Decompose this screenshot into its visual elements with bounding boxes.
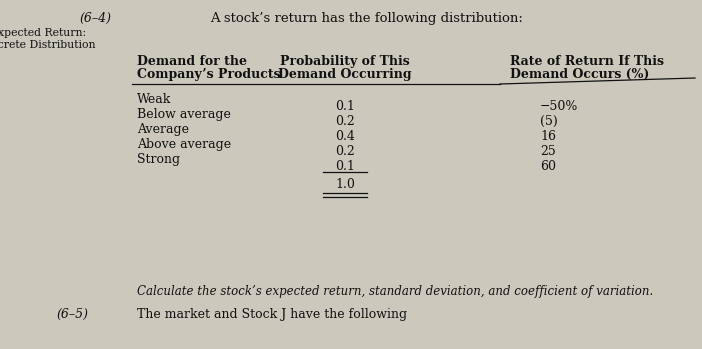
Text: Company’s Products: Company’s Products: [137, 68, 281, 81]
Text: 16: 16: [540, 130, 556, 143]
Text: Below average: Below average: [137, 108, 231, 121]
Text: 0.2: 0.2: [335, 145, 355, 158]
Text: 0.1: 0.1: [335, 160, 355, 173]
Text: 1.0: 1.0: [335, 178, 355, 191]
Text: Expected Return:: Expected Return:: [0, 28, 86, 38]
Text: Calculate the stock’s expected return, standard deviation, and coefficient of va: Calculate the stock’s expected return, s…: [137, 285, 654, 298]
Text: 60: 60: [540, 160, 556, 173]
Text: 0.2: 0.2: [335, 115, 355, 128]
Text: Probability of This: Probability of This: [280, 55, 410, 68]
Text: (6–5): (6–5): [56, 308, 88, 321]
Text: 25: 25: [540, 145, 556, 158]
Text: 0.4: 0.4: [335, 130, 355, 143]
Text: Above average: Above average: [137, 138, 231, 151]
Text: Demand Occurs (%): Demand Occurs (%): [510, 68, 649, 81]
Text: (6–4): (6–4): [79, 12, 111, 25]
Text: Demand for the: Demand for the: [137, 55, 247, 68]
Text: 0.1: 0.1: [335, 100, 355, 113]
Text: Rate of Return If This: Rate of Return If This: [510, 55, 664, 68]
Text: Strong: Strong: [137, 153, 180, 166]
Text: (5): (5): [540, 115, 558, 128]
Text: A stock’s return has the following distribution:: A stock’s return has the following distr…: [210, 12, 523, 25]
Text: Weak: Weak: [137, 93, 171, 106]
Text: Demand Occurring: Demand Occurring: [278, 68, 412, 81]
Text: The market and Stock J have the following: The market and Stock J have the followin…: [137, 308, 407, 321]
Text: Discrete Distribution: Discrete Distribution: [0, 40, 95, 50]
Text: Average: Average: [137, 123, 189, 136]
Text: −50%: −50%: [540, 100, 578, 113]
